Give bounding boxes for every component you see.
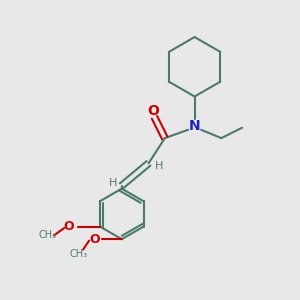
Text: N: N	[189, 119, 200, 133]
Text: CH₃: CH₃	[70, 249, 88, 259]
Text: CH₃: CH₃	[39, 230, 57, 241]
Text: H: H	[109, 178, 117, 188]
Text: O: O	[147, 104, 159, 118]
Text: O: O	[63, 220, 74, 233]
Text: O: O	[90, 233, 100, 246]
Text: H: H	[155, 161, 163, 171]
